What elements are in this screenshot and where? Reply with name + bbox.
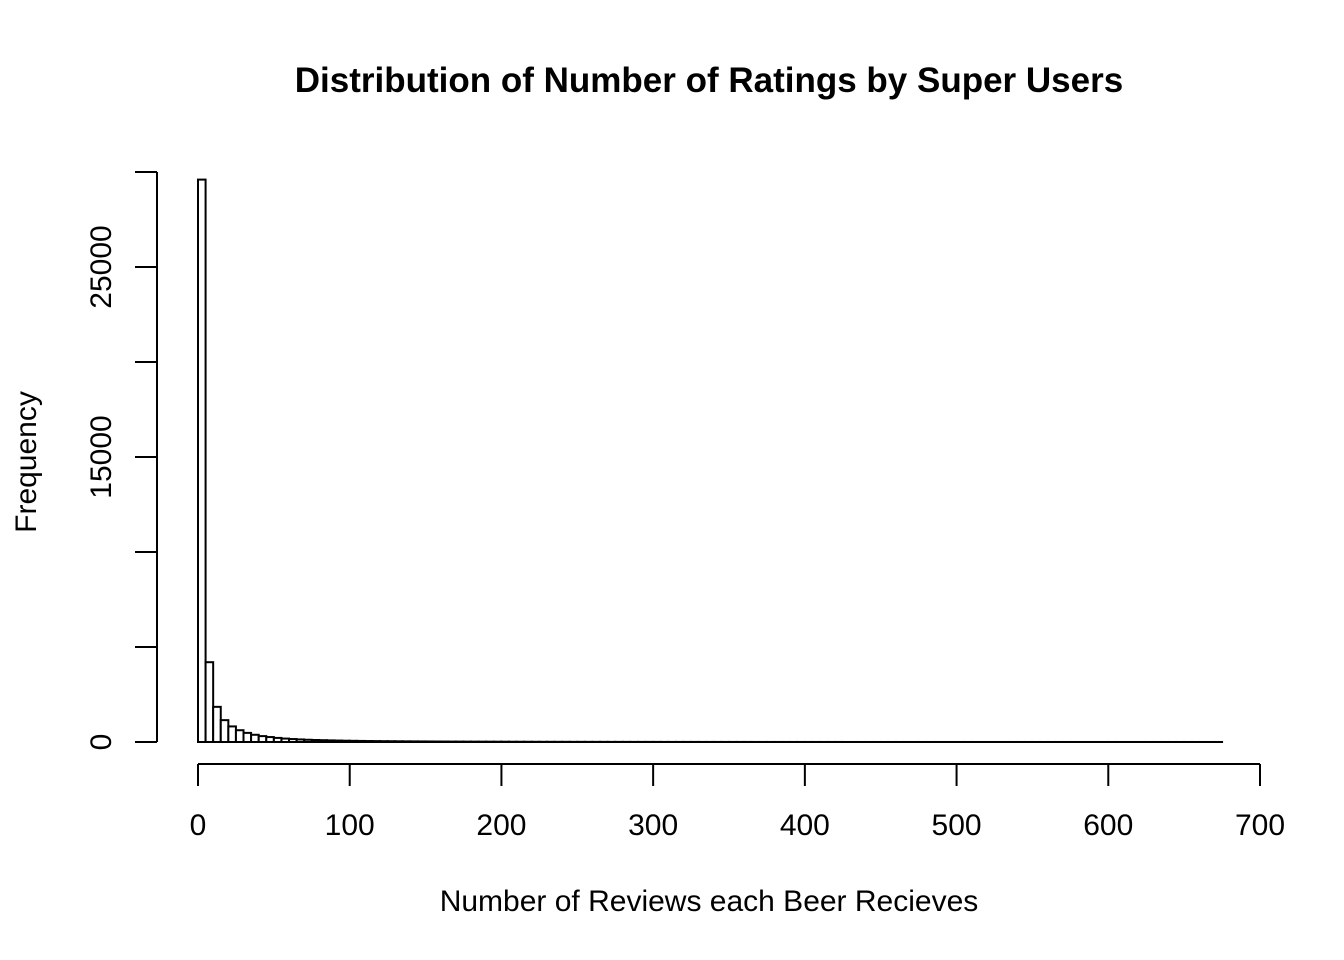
- histogram-bar: [303, 738, 313, 743]
- histogram-bar: [242, 731, 253, 744]
- x-tick-label: 700: [1235, 809, 1285, 842]
- histogram-bar: [363, 740, 374, 744]
- x-tick-label: 500: [932, 809, 982, 842]
- histogram-bar: [325, 739, 336, 744]
- histogram-bar: [257, 735, 268, 743]
- histogram-bar: [341, 739, 351, 744]
- y-tick-label: 15000: [85, 415, 118, 498]
- histogram-bar: [348, 739, 359, 744]
- histogram-bar: [394, 740, 404, 743]
- y-tick-label: 0: [85, 734, 118, 751]
- bars-group: [197, 178, 1224, 744]
- x-tick-label: 100: [325, 809, 375, 842]
- histogram-bar: [386, 740, 397, 743]
- histogram-bar: [288, 738, 298, 743]
- histogram-bar: [379, 740, 389, 743]
- histogram-bar: [401, 740, 412, 744]
- histogram-bar: [295, 738, 306, 743]
- histogram-bar: [250, 733, 260, 744]
- x-tick-label: 300: [628, 809, 678, 842]
- y-axis-label: Frequency: [10, 391, 43, 533]
- histogram-bar: [212, 705, 222, 743]
- histogram-bar: [280, 737, 291, 744]
- x-tick-label: 200: [476, 809, 526, 842]
- histogram-bar: [219, 719, 230, 744]
- x-axis-label: Number of Reviews each Beer Recieves: [440, 885, 979, 918]
- histogram-bar: [333, 739, 344, 744]
- histogram-bar: [424, 740, 435, 744]
- histogram-bar: [409, 740, 419, 744]
- histogram-bar: [318, 739, 328, 744]
- y-ticks-group: 0 15000 25000: [85, 171, 157, 751]
- y-tick-label: 25000: [85, 225, 118, 308]
- x-tick-label: 400: [780, 809, 830, 842]
- histogram-bar: [310, 739, 321, 744]
- x-tick-label: 0: [190, 809, 207, 842]
- histogram-bar: [371, 740, 382, 743]
- histogram-bar: [234, 729, 245, 743]
- x-ticks-group: 0 100 200 300 400 500 600 700: [190, 764, 1285, 842]
- histogram-bar: [272, 736, 283, 743]
- histogram-bar: [265, 736, 275, 743]
- chart-title: Distribution of Number of Ratings by Sup…: [295, 61, 1123, 100]
- histogram-bar: [227, 725, 237, 743]
- x-tick-label: 600: [1083, 809, 1133, 842]
- histogram-bar: [197, 178, 207, 744]
- histogram-bar: [204, 661, 215, 744]
- histogram-bar: [416, 740, 427, 743]
- histogram-bar: [356, 739, 366, 743]
